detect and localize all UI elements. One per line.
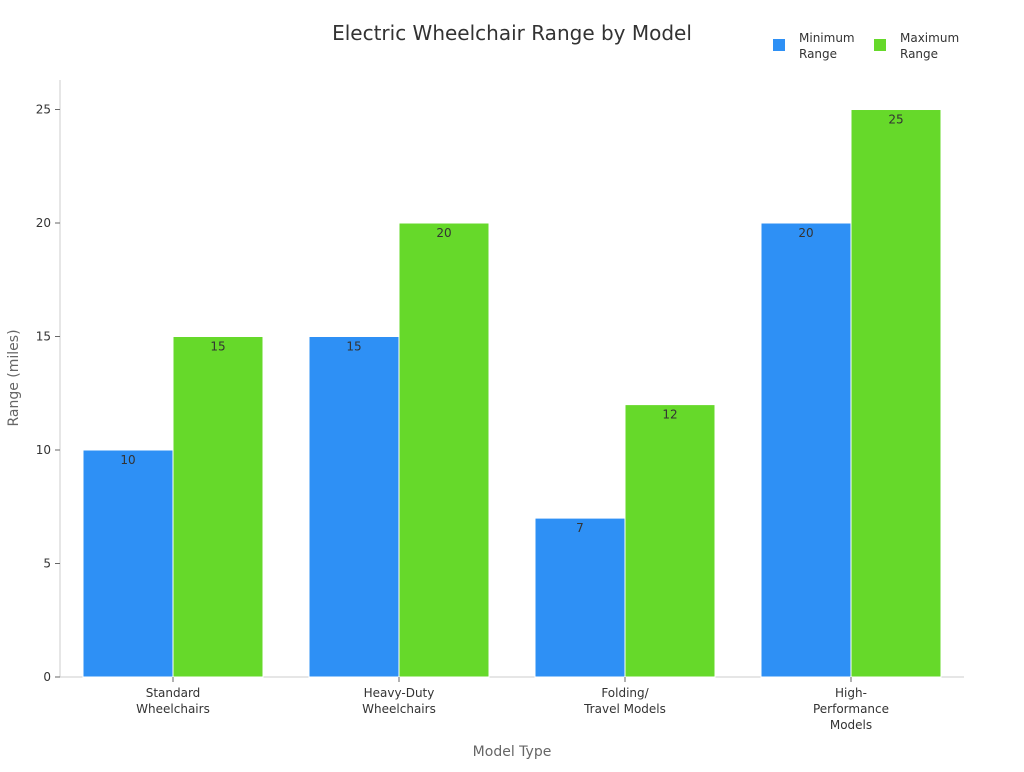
bar-value-label: 20	[798, 226, 813, 240]
x-tick-label: Folding/Travel Models	[583, 686, 666, 716]
bar-value-label: 15	[346, 340, 361, 354]
x-tick-label-line: Wheelchairs	[136, 702, 210, 716]
legend: Minimum Range Maximum Range	[773, 31, 959, 61]
bar-maximum	[398, 222, 490, 678]
bar-minimum	[534, 517, 626, 678]
x-tick-label: High- Performance Models	[813, 686, 889, 732]
bar-value-label: 25	[888, 113, 903, 127]
legend-label: Minimum Range	[799, 31, 855, 61]
bar-minimum	[308, 336, 400, 678]
plot-area: 0 5 10 15 20 25 10 15 Standard Wheelchairs 15 20 Hea…	[36, 80, 964, 732]
x-tick-label-line: Folding/	[601, 686, 649, 700]
legend-swatch	[773, 39, 785, 51]
bar-maximum	[850, 109, 942, 678]
bar-maximum	[624, 404, 716, 678]
x-tick-label-line: Wheelchairs	[362, 702, 436, 716]
legend-label-line: Range	[900, 47, 938, 61]
x-tick-label: Standard Wheelchairs	[136, 686, 210, 716]
y-axis-title: Range (miles)	[6, 329, 22, 426]
bar-minimum	[82, 449, 174, 678]
legend-label-line: Maximum	[900, 31, 959, 45]
bar-minimum	[760, 222, 852, 678]
y-tick-label: 25	[36, 103, 51, 117]
bar-value-label: 10	[120, 453, 135, 467]
bar-value-label: 7	[576, 521, 584, 535]
x-tick-label-line: Performance	[813, 702, 889, 716]
y-tick-label: 5	[43, 557, 51, 571]
x-axis-title: Model Type	[473, 744, 552, 760]
legend-label-line: Range	[799, 47, 837, 61]
bar-value-label: 20	[436, 226, 451, 240]
bar-value-label: 15	[210, 340, 225, 354]
y-tick-label: 15	[36, 330, 51, 344]
legend-swatch	[874, 39, 886, 51]
bar-maximum	[172, 336, 264, 678]
x-tick-label: Heavy-Duty Wheelchairs	[362, 686, 436, 716]
bar-value-label: 12	[662, 408, 677, 422]
chart-title: Electric Wheelchair Range by Model	[332, 21, 692, 45]
y-tick-label: 20	[36, 216, 51, 230]
legend-label-line: Minimum	[799, 31, 855, 45]
x-tick-label-line: Travel Models	[583, 702, 666, 716]
legend-label: Maximum Range	[900, 31, 959, 61]
y-tick-label: 0	[43, 670, 51, 684]
y-tick-label: 10	[36, 443, 51, 457]
x-tick-label-line: Heavy-Duty	[364, 686, 435, 700]
x-tick-label-line: High-	[835, 686, 867, 700]
x-tick-label-line: Standard	[146, 686, 201, 700]
x-tick-label-line: Models	[830, 718, 872, 732]
